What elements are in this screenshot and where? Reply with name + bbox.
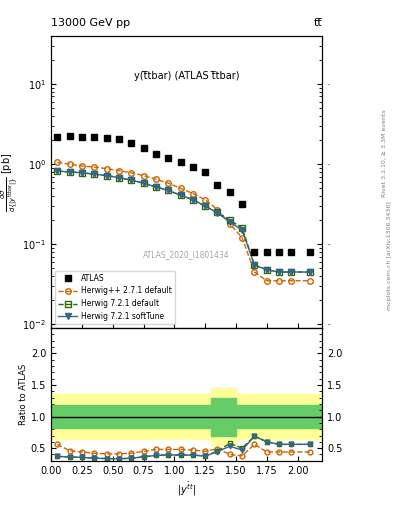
Herwig++ 2.7.1 default	[55, 159, 60, 165]
ATLAS	[215, 182, 220, 188]
Herwig++ 2.7.1 default	[215, 207, 220, 213]
Herwig 7.2.1 default	[215, 209, 220, 216]
Herwig 7.2.1 softTune	[104, 173, 109, 179]
ATLAS	[203, 169, 208, 175]
Herwig 7.2.1 softTune	[215, 210, 220, 216]
Herwig++ 2.7.1 default	[79, 163, 84, 169]
Herwig 7.2.1 softTune	[191, 197, 195, 203]
Herwig 7.2.1 softTune	[228, 219, 232, 225]
Herwig++ 2.7.1 default	[104, 165, 109, 172]
Text: y(t̅tbar) (ATLAS t̅tbar): y(t̅tbar) (ATLAS t̅tbar)	[134, 71, 239, 81]
Herwig++ 2.7.1 default	[141, 173, 146, 179]
Text: 13000 GeV pp: 13000 GeV pp	[51, 18, 130, 28]
X-axis label: $|y^{\bar{t}t}|$: $|y^{\bar{t}t}|$	[177, 481, 196, 499]
Text: ATLAS_2020_I1801434: ATLAS_2020_I1801434	[143, 250, 230, 260]
Herwig 7.2.1 default	[55, 168, 60, 174]
ATLAS	[55, 134, 60, 140]
Herwig 7.2.1 default	[228, 217, 232, 223]
Herwig 7.2.1 default	[141, 180, 146, 186]
Herwig 7.2.1 softTune	[154, 184, 158, 190]
Herwig 7.2.1 default	[178, 192, 183, 198]
Herwig 7.2.1 default	[129, 177, 134, 183]
Herwig++ 2.7.1 default	[277, 278, 281, 284]
Y-axis label: $\frac{d\sigma}{d\{|y^{\mathrm{ttbar}}|\}}$ [pb]: $\frac{d\sigma}{d\{|y^{\mathrm{ttbar}}|\…	[0, 152, 20, 211]
Herwig++ 2.7.1 default	[203, 197, 208, 203]
Line: ATLAS: ATLAS	[54, 133, 313, 255]
Line: Herwig 7.2.1 default: Herwig 7.2.1 default	[55, 168, 313, 275]
ATLAS	[264, 249, 269, 255]
Herwig 7.2.1 default	[240, 225, 244, 231]
Herwig 7.2.1 softTune	[252, 262, 257, 268]
Herwig++ 2.7.1 default	[92, 164, 97, 170]
Text: mcplots.cern.ch [arXiv:1306.3436]: mcplots.cern.ch [arXiv:1306.3436]	[387, 202, 392, 310]
Herwig 7.2.1 default	[264, 267, 269, 273]
ATLAS	[92, 134, 97, 140]
ATLAS	[289, 249, 294, 255]
Herwig++ 2.7.1 default	[308, 278, 312, 284]
Herwig++ 2.7.1 default	[129, 169, 134, 176]
Herwig++ 2.7.1 default	[116, 167, 121, 174]
ATLAS	[67, 133, 72, 139]
ATLAS	[166, 155, 171, 161]
Herwig 7.2.1 default	[252, 262, 257, 268]
Herwig++ 2.7.1 default	[178, 185, 183, 191]
Herwig 7.2.1 default	[203, 203, 208, 209]
ATLAS	[191, 164, 195, 170]
Herwig 7.2.1 default	[308, 269, 312, 275]
ATLAS	[141, 145, 146, 151]
Herwig++ 2.7.1 default	[252, 269, 257, 275]
ATLAS	[154, 151, 158, 157]
Herwig 7.2.1 softTune	[277, 269, 281, 275]
Text: tt̅: tt̅	[314, 18, 322, 28]
Herwig++ 2.7.1 default	[289, 278, 294, 284]
Legend: ATLAS, Herwig++ 2.7.1 default, Herwig 7.2.1 default, Herwig 7.2.1 softTune: ATLAS, Herwig++ 2.7.1 default, Herwig 7.…	[55, 271, 175, 324]
Herwig 7.2.1 softTune	[178, 192, 183, 198]
Herwig++ 2.7.1 default	[67, 161, 72, 167]
Herwig 7.2.1 default	[191, 197, 195, 203]
ATLAS	[252, 249, 257, 255]
Herwig 7.2.1 default	[154, 184, 158, 190]
Herwig++ 2.7.1 default	[264, 278, 269, 284]
Herwig++ 2.7.1 default	[240, 235, 244, 241]
Herwig 7.2.1 softTune	[55, 168, 60, 174]
Herwig++ 2.7.1 default	[154, 176, 158, 182]
ATLAS	[178, 159, 183, 165]
Line: Herwig++ 2.7.1 default: Herwig++ 2.7.1 default	[55, 160, 313, 284]
ATLAS	[79, 134, 84, 140]
Line: Herwig 7.2.1 softTune: Herwig 7.2.1 softTune	[55, 168, 313, 275]
ATLAS	[116, 136, 121, 142]
Herwig 7.2.1 default	[116, 175, 121, 181]
Herwig 7.2.1 softTune	[92, 171, 97, 177]
Herwig 7.2.1 softTune	[264, 267, 269, 273]
Herwig 7.2.1 default	[92, 171, 97, 177]
Herwig++ 2.7.1 default	[228, 221, 232, 227]
ATLAS	[104, 135, 109, 141]
Herwig 7.2.1 softTune	[67, 169, 72, 175]
ATLAS	[308, 249, 312, 255]
Herwig 7.2.1 default	[166, 187, 171, 194]
Herwig 7.2.1 softTune	[308, 269, 312, 275]
Y-axis label: Ratio to ATLAS: Ratio to ATLAS	[19, 364, 28, 425]
Herwig 7.2.1 softTune	[129, 177, 134, 183]
Herwig 7.2.1 softTune	[240, 227, 244, 233]
Herwig 7.2.1 default	[277, 269, 281, 275]
Herwig 7.2.1 softTune	[289, 269, 294, 275]
Herwig 7.2.1 softTune	[141, 180, 146, 186]
Text: Rivet 3.1.10, ≥ 3.3M events: Rivet 3.1.10, ≥ 3.3M events	[382, 110, 387, 198]
ATLAS	[129, 140, 134, 146]
ATLAS	[277, 249, 281, 255]
Herwig 7.2.1 default	[104, 173, 109, 179]
Herwig 7.2.1 default	[67, 169, 72, 175]
Herwig 7.2.1 default	[289, 269, 294, 275]
Herwig 7.2.1 default	[79, 169, 84, 176]
Herwig 7.2.1 softTune	[166, 187, 171, 194]
Herwig 7.2.1 softTune	[116, 175, 121, 181]
ATLAS	[240, 201, 244, 207]
ATLAS	[228, 189, 232, 195]
Herwig 7.2.1 softTune	[79, 169, 84, 176]
Herwig 7.2.1 softTune	[203, 203, 208, 209]
Herwig++ 2.7.1 default	[191, 190, 195, 197]
Herwig++ 2.7.1 default	[166, 180, 171, 186]
